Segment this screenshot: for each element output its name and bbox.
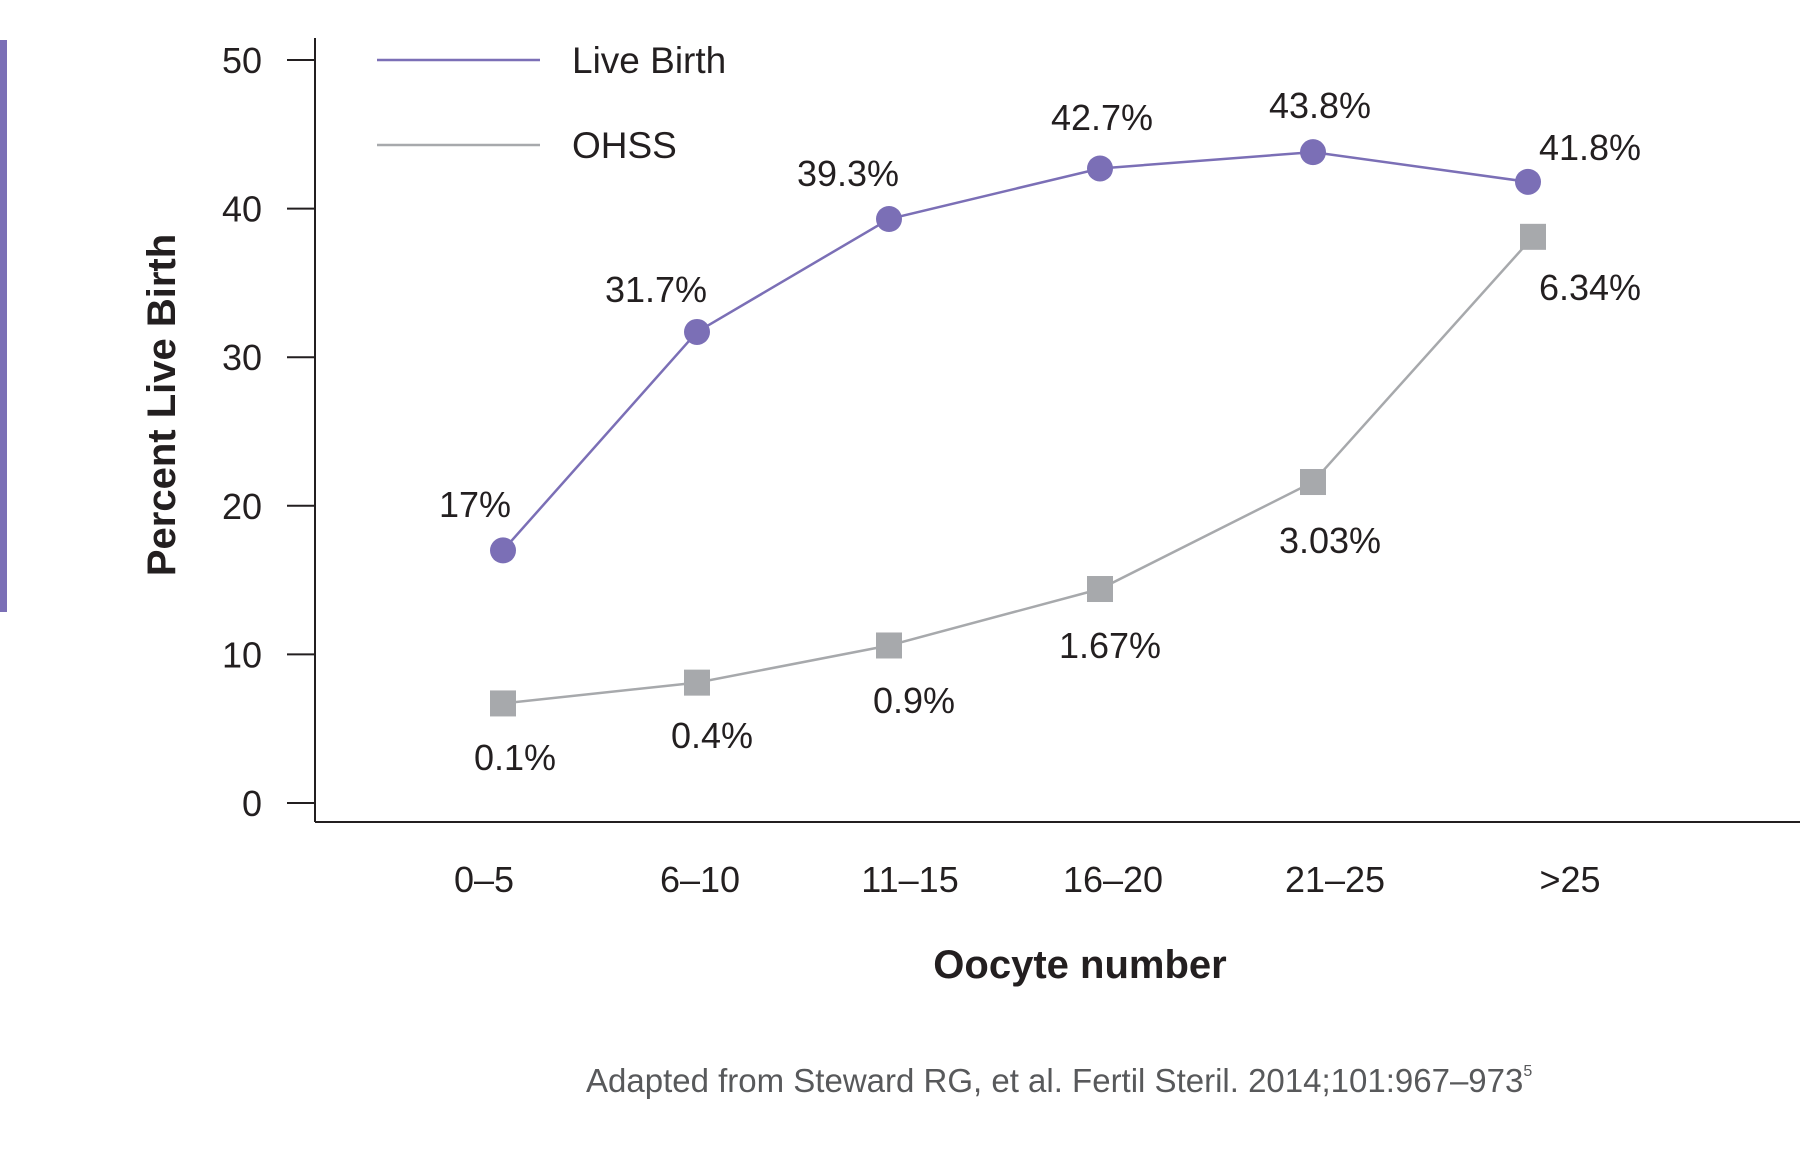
ohss-line	[502, 235, 1534, 705]
y-tick-label: 40	[222, 189, 262, 230]
live-birth-marker	[490, 537, 516, 564]
ohss-data-label: 1.67%	[1059, 625, 1161, 666]
ohss-data-label: 6.34%	[1539, 267, 1641, 308]
y-tick-label: 30	[222, 337, 262, 378]
source-citation: Adapted from Steward RG, et al. Fertil S…	[586, 1062, 1532, 1100]
live-birth-marker	[1515, 168, 1541, 195]
live-birth-data-label: 17%	[439, 484, 511, 525]
x-tick-label: 6–10	[660, 859, 740, 900]
ohss-marker	[1087, 576, 1113, 603]
y-tick-label: 20	[222, 486, 262, 527]
live-birth-marker	[876, 206, 902, 233]
y-axis-title: Percent Live Birth	[140, 234, 184, 576]
ohss-data-label: 0.9%	[873, 680, 955, 721]
live-birth-data-label: 31.7%	[605, 269, 707, 310]
reference-superscript: 5	[1523, 1063, 1533, 1080]
y-tick-label: 50	[222, 40, 262, 81]
live-birth-data-label: 42.7%	[1051, 97, 1153, 138]
chart-legend: Live Birth OHSS	[377, 40, 726, 166]
legend-item-ohss: OHSS	[377, 125, 677, 166]
chart-series: 0.1% 0.4% 0.9% 1.67% 3.03% 6.34% 17% 31.7% 39.3%…	[439, 85, 1641, 778]
live-birth-marker	[684, 318, 710, 345]
live-birth-line	[502, 150, 1529, 552]
source-text: Adapted from Steward RG, et al. Fertil S…	[586, 1062, 1524, 1099]
legend-label: Live Birth	[572, 40, 726, 81]
series-live-birth: 17% 31.7% 39.3% 42.7% 43.8% 41.8%	[439, 85, 1641, 564]
y-tick-label: 10	[222, 634, 262, 675]
x-axis-title: Oocyte number	[933, 943, 1226, 987]
live-birth-data-label: 43.8%	[1269, 85, 1371, 126]
ohss-data-label: 0.1%	[474, 737, 556, 778]
live-birth-data-label: 39.3%	[797, 153, 899, 194]
live-birth-marker	[1087, 155, 1113, 182]
chart-axes: 0 10 20 30 40 50 0–5 6–10 11–15 16–20 21–25 >25	[222, 38, 1800, 900]
live-birth-data-label: 41.8%	[1539, 127, 1641, 168]
legend-item-live-birth: Live Birth	[377, 40, 726, 81]
ohss-marker	[490, 690, 516, 717]
ohss-data-label: 0.4%	[671, 715, 753, 756]
legend-label: OHSS	[572, 125, 677, 166]
series-ohss: 0.1% 0.4% 0.9% 1.67% 3.03% 6.34%	[474, 223, 1641, 778]
x-tick-label: 0–5	[454, 859, 514, 900]
x-tick-label: 21–25	[1285, 859, 1385, 900]
x-tick-label: 11–15	[861, 859, 958, 900]
live-birth-marker	[1300, 139, 1326, 166]
ohss-marker	[1520, 223, 1546, 250]
ohss-marker	[1300, 469, 1326, 496]
ohss-marker	[876, 632, 902, 659]
y-tick-label: 0	[242, 783, 262, 824]
x-tick-label: 16–20	[1063, 859, 1163, 900]
ohss-marker	[684, 669, 710, 696]
accent-bar	[0, 40, 7, 612]
x-tick-label: >25	[1539, 859, 1600, 900]
ohss-data-label: 3.03%	[1279, 520, 1381, 561]
